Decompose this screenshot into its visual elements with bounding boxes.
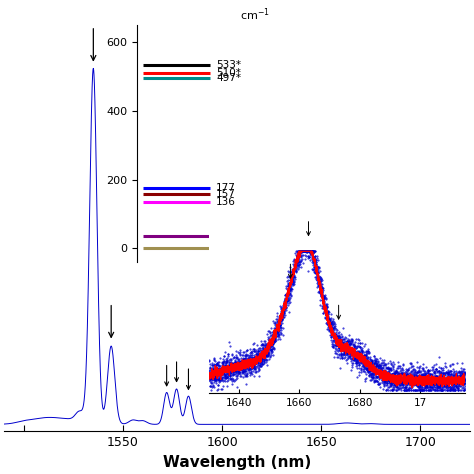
X-axis label: Wavelength (nm): Wavelength (nm): [163, 455, 311, 470]
